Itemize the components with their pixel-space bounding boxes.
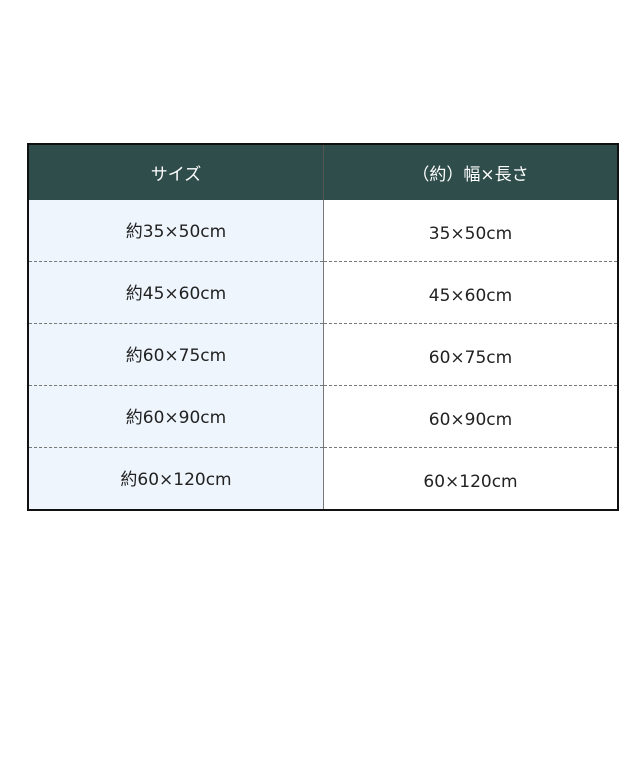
size-cell: 約35×50cm	[28, 200, 324, 262]
size-cell: 約45×60cm	[28, 261, 324, 324]
dimension-cell: 35×50cm	[323, 200, 618, 262]
dimension-cell: 60×75cm	[323, 323, 618, 386]
table-row: 約60×75cm 60×75cm	[28, 323, 618, 386]
dimension-cell: 60×120cm	[423, 472, 518, 492]
header-dimensions: （約）幅×長さ	[323, 144, 619, 200]
table-row: 約45×60cm 45×60cm	[28, 261, 618, 324]
dimension-cell: 60×90cm	[323, 385, 618, 448]
size-cell: 約60×90cm	[28, 385, 324, 448]
table-row: 約60×120cm 60×120cm	[28, 447, 618, 510]
size-cell: 約60×120cm	[28, 447, 324, 510]
size-table: サイズ （約）幅×長さ 約35×50cm 35×50cm 約45×60cm 45×60…	[27, 143, 619, 511]
header-row: サイズ （約）幅×長さ	[28, 144, 619, 200]
header-size: サイズ	[28, 144, 324, 200]
dimension-cell: 45×60cm	[323, 261, 618, 324]
table-row: 約35×50cm 35×50cm	[28, 200, 618, 262]
table-row: 約60×90cm 60×90cm	[28, 385, 618, 448]
size-cell: 約60×75cm	[28, 323, 324, 386]
